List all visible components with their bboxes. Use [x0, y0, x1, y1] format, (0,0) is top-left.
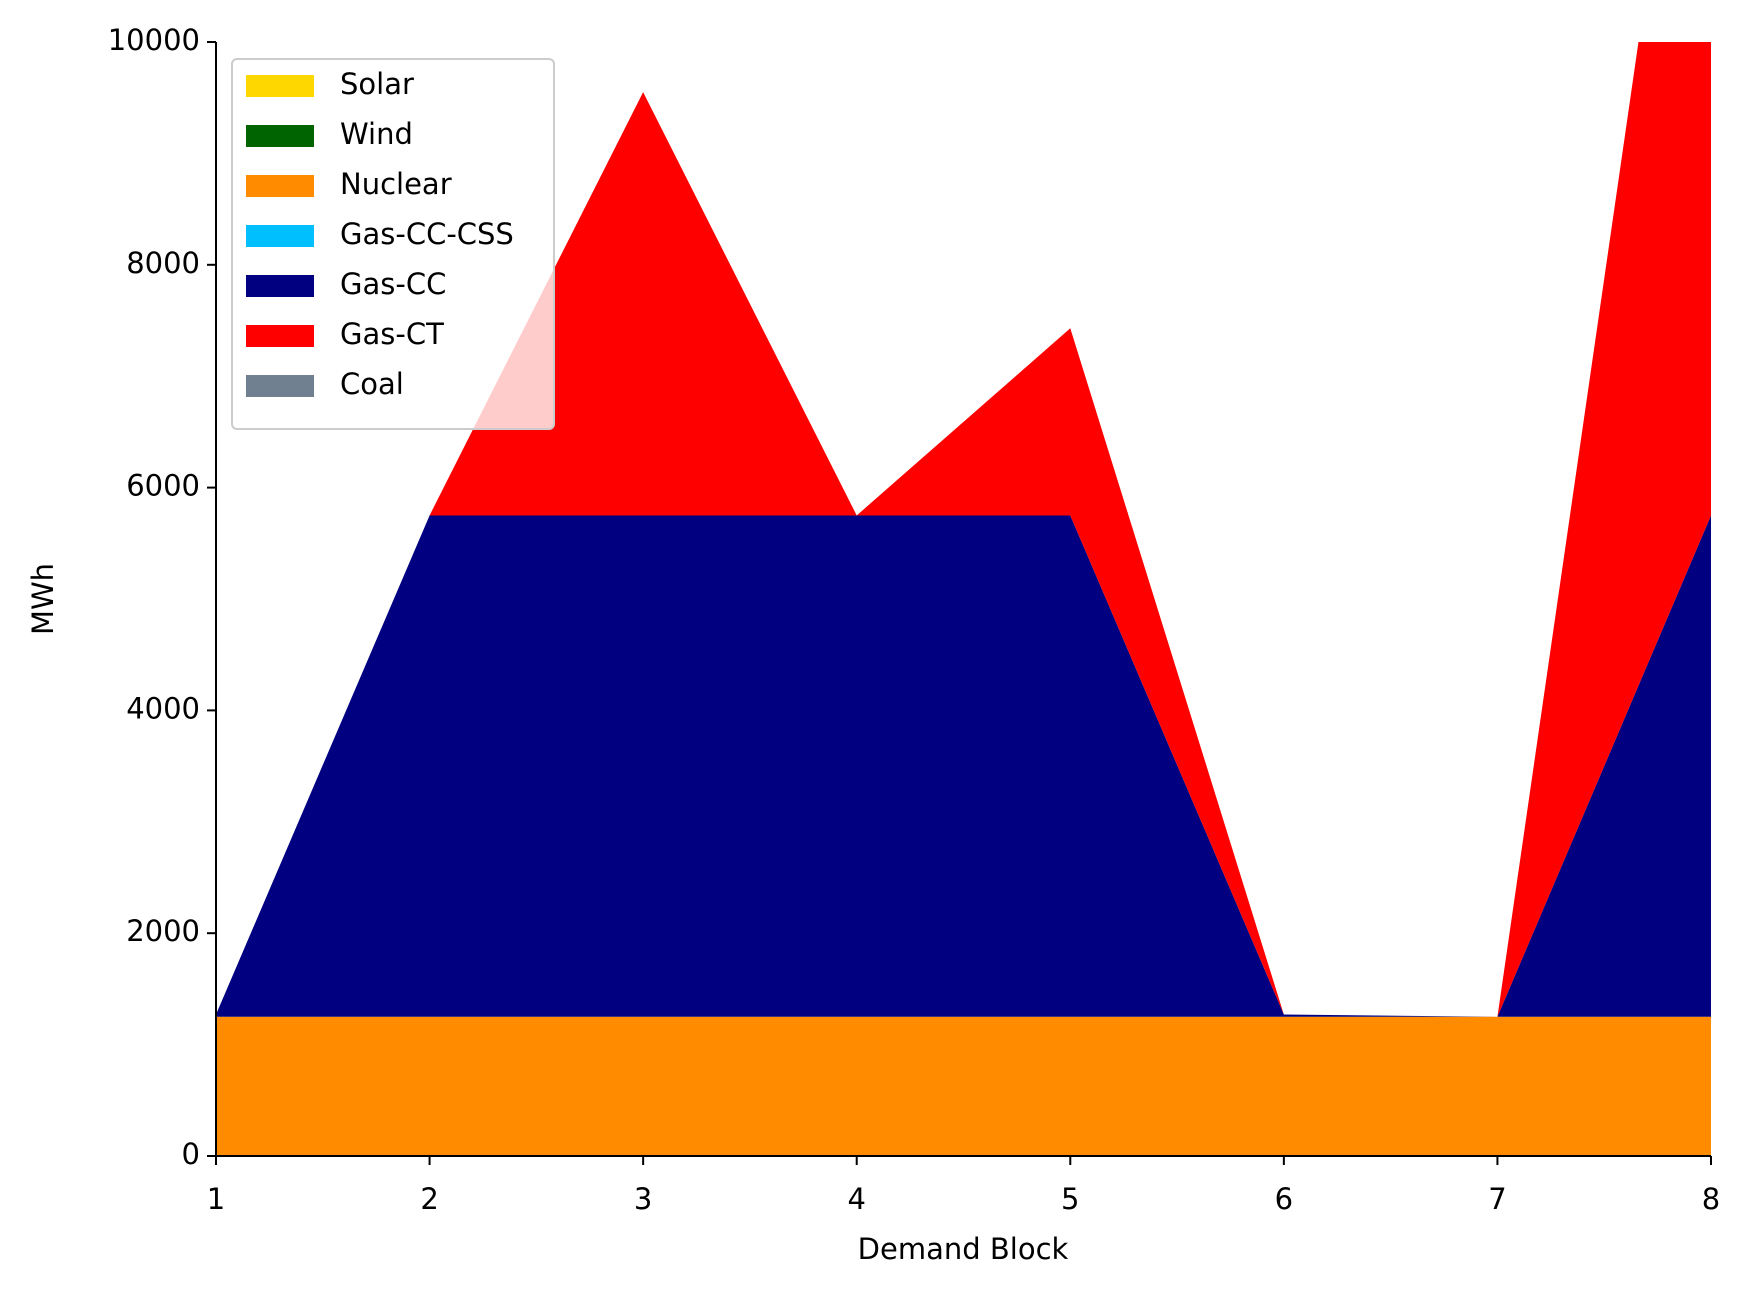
- legend-swatch: [246, 225, 314, 247]
- area: [216, 42, 1711, 1017]
- legend-swatch: [246, 325, 314, 347]
- y-tick-label: 6000: [126, 469, 200, 503]
- plot-area: [216, 42, 1711, 1156]
- y-tick-label: 2000: [126, 914, 200, 948]
- y-tick-label: 4000: [126, 691, 200, 725]
- legend-swatch: [246, 125, 314, 147]
- legend-label: Gas-CC-CSS: [340, 217, 514, 251]
- legend-swatch: [246, 175, 314, 197]
- y-tick-label: 8000: [126, 246, 200, 280]
- x-tick-label: 1: [207, 1182, 225, 1216]
- x-tick-label: 3: [634, 1182, 652, 1216]
- x-tick-label: 5: [1061, 1182, 1079, 1216]
- x-axis-label: Demand Block: [858, 1232, 1069, 1266]
- x-tick-label: 2: [420, 1182, 438, 1216]
- legend-swatch: [246, 75, 314, 97]
- legend-swatch: [246, 375, 314, 397]
- legend-label: Wind: [340, 117, 413, 151]
- legend-label: Gas-CT: [340, 317, 444, 351]
- x-tick-label: 8: [1702, 1182, 1720, 1216]
- legend-label: Gas-CC: [340, 267, 446, 301]
- legend-label: Nuclear: [340, 167, 452, 201]
- x-tick-label: 6: [1275, 1182, 1293, 1216]
- axes: 0 2000 4000 6000 8000 10000 1 2 3 4 5 6 7 8: [108, 23, 1720, 1216]
- legend-label: Coal: [340, 367, 404, 401]
- x-tick-label: 4: [847, 1182, 865, 1216]
- area: [216, 1016, 1711, 1156]
- legend-swatch: [246, 275, 314, 297]
- y-tick-label: 0: [182, 1137, 200, 1171]
- y-axis-label: MWh: [26, 563, 60, 635]
- area: [216, 515, 1711, 1017]
- legend: Solar Wind Nuclear Gas-CC-CSS Gas-CC Gas-CT Co…: [231, 58, 555, 430]
- y-tick-label: 10000: [108, 23, 200, 57]
- legend-label: Solar: [340, 67, 414, 101]
- x-tick-label: 7: [1488, 1182, 1506, 1216]
